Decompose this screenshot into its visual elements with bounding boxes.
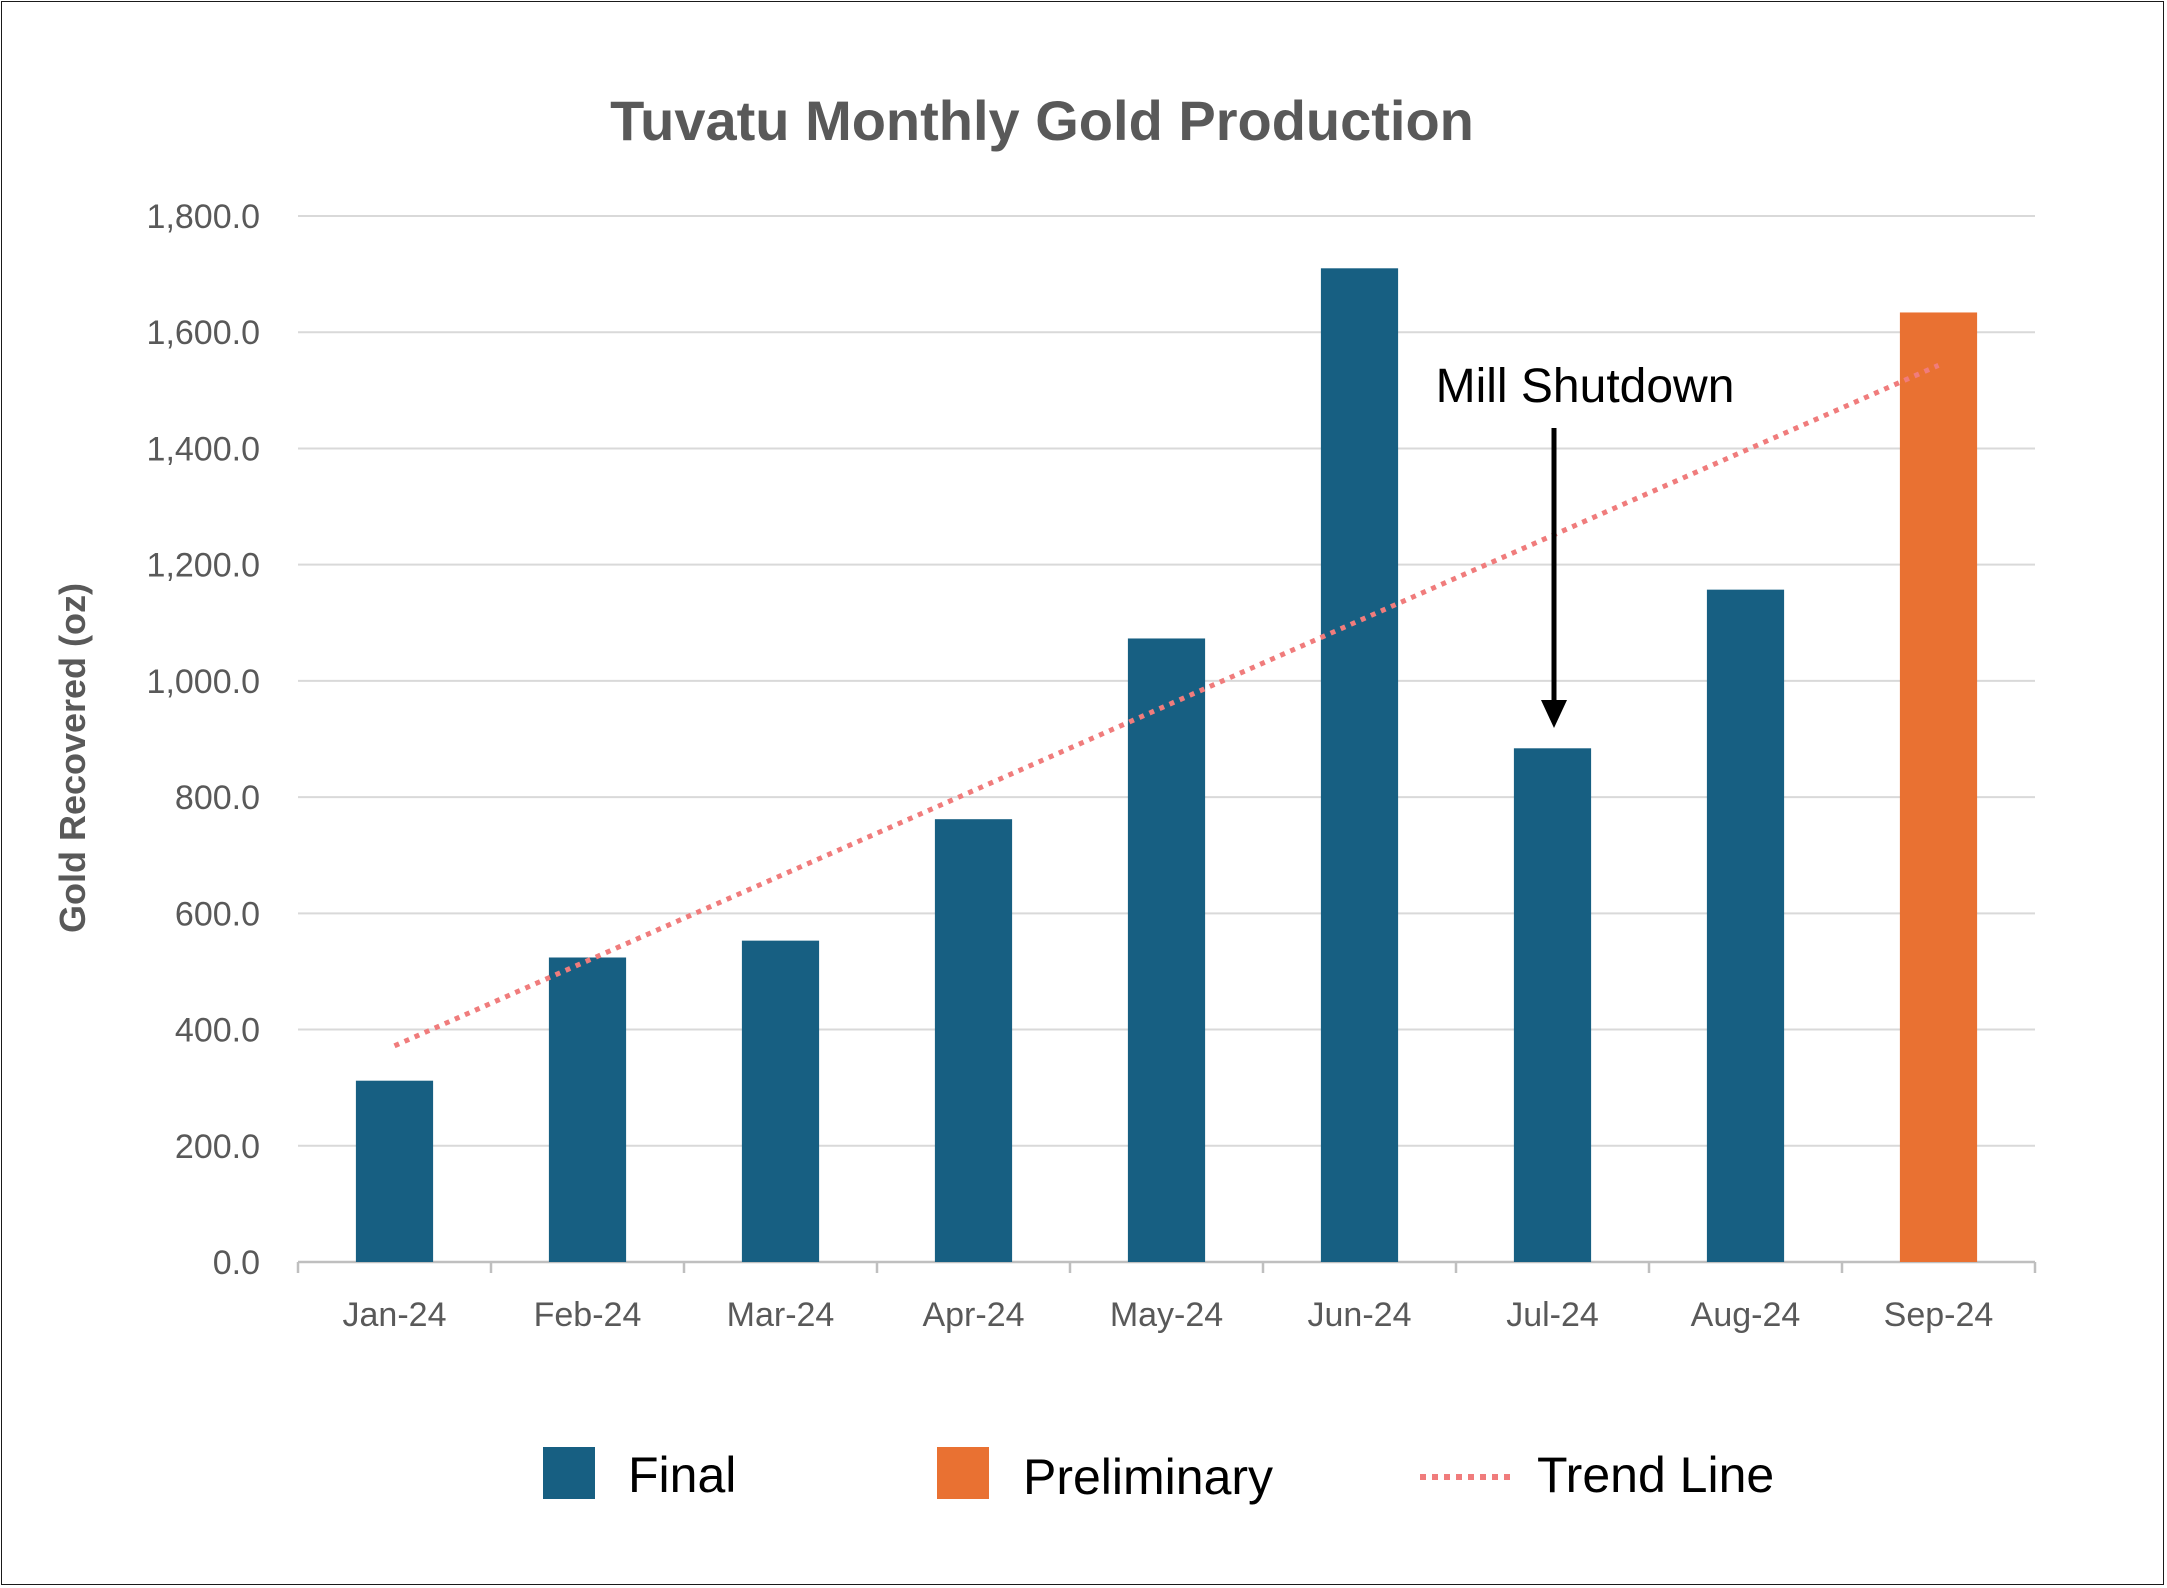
y-tick-label: 1,200.0 (147, 547, 260, 585)
y-tick-label: 0.0 (213, 1244, 260, 1282)
bar-jun-24 (1320, 268, 1399, 1262)
x-tick-label: Jun-24 (1308, 1296, 1412, 1334)
legend-label-final: Final (628, 1447, 736, 1503)
annotation-arrow-head (1541, 700, 1567, 728)
y-tick-label: 1,600.0 (147, 314, 260, 352)
x-tick-label: Sep-24 (1884, 1296, 1994, 1334)
y-tick-label: 400.0 (175, 1012, 260, 1050)
x-tick-label: Mar-24 (727, 1296, 835, 1334)
x-tick-label: Jul-24 (1506, 1296, 1599, 1334)
bar-jan-24 (355, 1080, 434, 1262)
x-tick-label: Jan-24 (343, 1296, 447, 1334)
bar-aug-24 (1706, 589, 1785, 1262)
legend-label-preliminary: Preliminary (1023, 1449, 1273, 1505)
chart-title: Tuvatu Monthly Gold Production (610, 89, 1474, 152)
bar-apr-24 (934, 819, 1013, 1262)
bar-sep-24 (1899, 312, 1978, 1262)
bar-may-24 (1127, 638, 1206, 1262)
legend-swatch-final (543, 1447, 595, 1499)
legend-swatch-preliminary (937, 1447, 989, 1499)
y-tick-label: 1,400.0 (147, 430, 260, 468)
y-tick-label: 1,000.0 (147, 663, 260, 701)
bar-feb-24 (548, 957, 627, 1262)
y-tick-label: 600.0 (175, 895, 260, 933)
y-axis-label: Gold Recovered (oz) (52, 583, 93, 933)
x-tick-label: Aug-24 (1691, 1296, 1801, 1334)
bar-mar-24 (741, 940, 820, 1262)
x-tick-label: May-24 (1110, 1296, 1223, 1334)
bar-jul-24 (1513, 748, 1592, 1262)
y-tick-label: 800.0 (175, 779, 260, 817)
y-tick-label: 1,800.0 (147, 198, 260, 236)
x-tick-label: Apr-24 (922, 1296, 1024, 1334)
legend-label-trend-line: Trend Line (1537, 1447, 1774, 1503)
x-tick-label: Feb-24 (534, 1296, 642, 1334)
y-tick-label: 200.0 (175, 1128, 260, 1166)
mill-shutdown-annotation: Mill Shutdown (1436, 360, 1735, 413)
